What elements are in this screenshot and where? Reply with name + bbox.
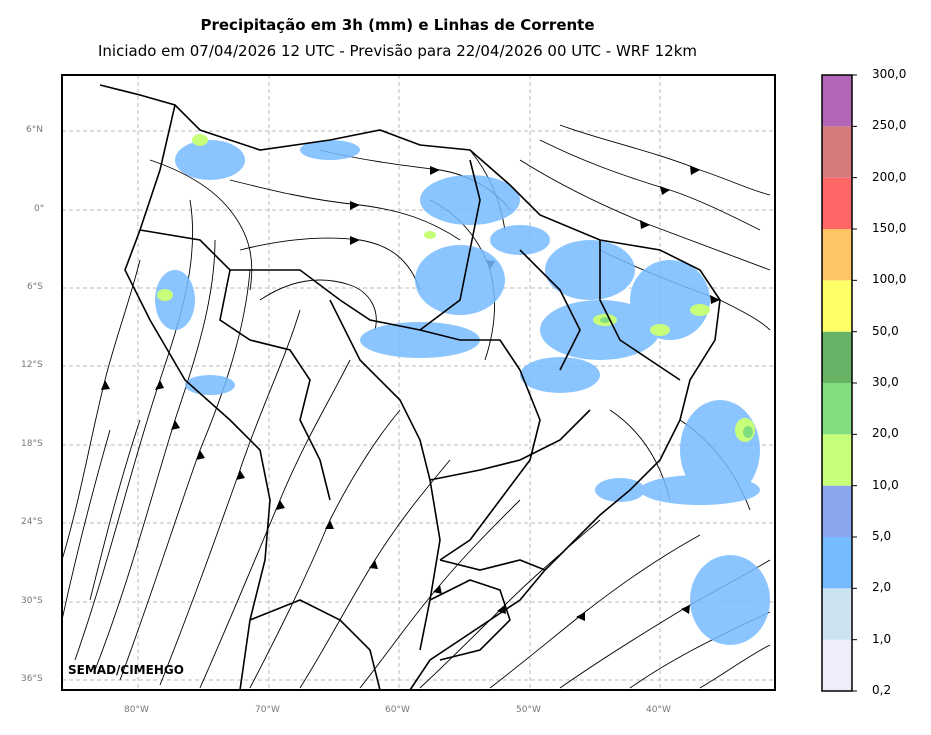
colorbar-segment: [822, 331, 852, 383]
colorbar-segment: [822, 639, 852, 691]
lat-tick: 12°S: [21, 360, 43, 370]
lat-tick: 0°: [34, 204, 45, 214]
colorbar-segment: [822, 537, 852, 589]
colorbar-label: 2,0: [872, 580, 892, 595]
colorbar-segment: [822, 588, 852, 640]
lat-tick: 18°S: [21, 439, 43, 449]
map-subtitle: Iniciado em 07/04/2026 12 UTC - Previsão…: [97, 42, 698, 60]
map-title: Precipitação em 3h (mm) e Linhas de Corr…: [200, 16, 595, 34]
colorbar-label: 0,2: [872, 683, 892, 697]
colorbar-label: 150,0: [872, 221, 907, 235]
colorbar-label: 1,0: [872, 631, 892, 646]
colorbar-label: 30,0: [872, 375, 899, 389]
colorbar-segment: [822, 383, 852, 435]
map-area: [62, 75, 775, 690]
colorbar-label: 5,0: [872, 529, 892, 543]
colorbar: [822, 74, 857, 692]
colorbar-label: 20,0: [872, 426, 899, 441]
colorbar-segment: [822, 485, 852, 537]
lat-tick: 6°N: [26, 125, 43, 135]
colorbar-label: 300,0: [872, 67, 907, 81]
colorbar-segment: [822, 126, 852, 178]
colorbar-label: 100,0: [872, 272, 907, 287]
lon-tick: 70°W: [255, 705, 280, 715]
map-frame: [61, 74, 776, 691]
colorbar-segment: [822, 434, 852, 486]
lon-tick: 40°W: [646, 705, 671, 715]
colorbar-frame: [821, 74, 853, 692]
colorbar-label: 200,0: [872, 169, 907, 184]
lat-tick: 24°S: [21, 517, 43, 527]
colorbar-segment: [822, 75, 852, 127]
lon-tick: 80°W: [124, 705, 149, 715]
colorbar-segment: [822, 229, 852, 281]
borders: [99, 84, 721, 691]
colorbar-segment: [822, 177, 852, 229]
colorbar-label: 50,0: [872, 323, 899, 338]
lon-tick: 60°W: [385, 705, 410, 715]
lat-tick: 30°S: [21, 596, 43, 606]
lat-tick: 36°S: [21, 674, 43, 684]
colorbar-segment: [822, 280, 852, 332]
precipitation-fields: [155, 134, 770, 645]
lat-tick: 6°S: [27, 282, 43, 292]
colorbar-label: 10,0: [872, 477, 899, 492]
colorbar-label: 250,0: [872, 118, 907, 133]
lon-tick: 50°W: [516, 705, 541, 715]
credit-label: SEMAD/CIMEHGO: [68, 663, 184, 677]
